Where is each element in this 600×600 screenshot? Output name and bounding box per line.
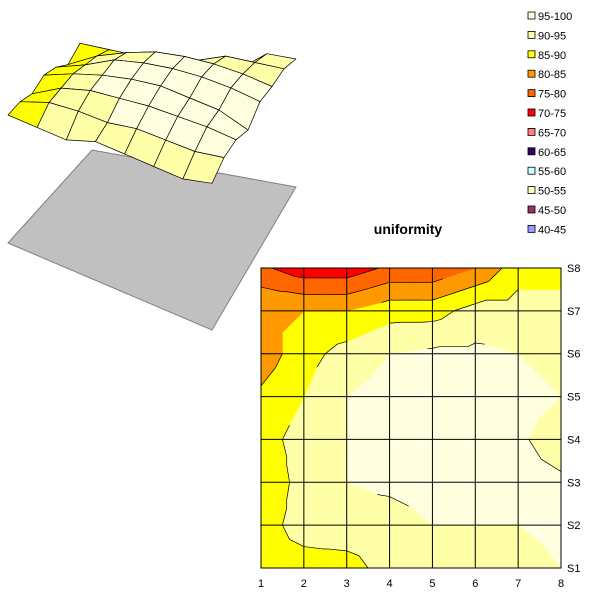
contour-line <box>295 276 304 279</box>
contour-line <box>369 281 390 289</box>
legend-swatch-70-75 <box>527 108 536 117</box>
contour-line <box>475 342 485 345</box>
contour-line <box>260 286 281 292</box>
legend-label-90-95: 90-95 <box>538 30 566 42</box>
x-tick-label: 2 <box>301 578 307 590</box>
contour-line <box>303 546 323 550</box>
contour-line <box>456 285 476 293</box>
contour-line <box>260 367 276 387</box>
contour-line <box>389 496 409 507</box>
contour-lines <box>260 267 562 569</box>
contour-line <box>432 294 449 301</box>
x-tick-label: 3 <box>344 578 350 590</box>
y-tick-label-S6: S6 <box>567 349 580 361</box>
contour-line <box>282 507 288 526</box>
contour-line <box>282 439 288 457</box>
x-tick-label: 5 <box>429 578 435 590</box>
contour-line <box>440 310 455 320</box>
contour-line <box>453 305 471 312</box>
legend-swatch-80-85 <box>527 69 536 78</box>
contour-line <box>282 524 290 540</box>
contour-line <box>346 275 355 279</box>
contour-line <box>475 281 489 287</box>
contour-line <box>528 439 542 460</box>
x-tick-label: 8 <box>558 578 564 590</box>
legend-swatch-85-90 <box>527 50 536 59</box>
legend-swatch-90-95 <box>527 30 536 39</box>
legend-swatch-95-100 <box>527 11 536 20</box>
contour-title: uniformity <box>374 221 443 237</box>
legend-swatch-60-65 <box>527 147 536 156</box>
contour-line <box>432 278 444 283</box>
legend-label-65-70: 65-70 <box>538 127 566 139</box>
contour-line <box>282 424 290 440</box>
contour-line <box>325 343 338 354</box>
legend-label-85-90: 85-90 <box>538 50 566 62</box>
contour-line <box>377 494 390 497</box>
surface-floor <box>7 149 297 331</box>
y-tick-label-S2: S2 <box>567 520 580 532</box>
legend-label-75-80: 75-80 <box>538 89 566 101</box>
contour-line <box>286 482 290 500</box>
contour-line <box>274 353 283 369</box>
legend-swatch-65-70 <box>527 127 536 136</box>
legend-swatch-75-80 <box>527 89 536 97</box>
legend-label-40-45: 40-45 <box>538 224 566 236</box>
contour-line <box>507 289 519 301</box>
contour-line <box>354 267 379 277</box>
contour-line <box>448 291 457 296</box>
contour-line <box>389 321 402 324</box>
legend-label-70-75: 70-75 <box>538 108 566 120</box>
surface-3d-chart <box>7 42 297 331</box>
contour-line <box>432 346 440 349</box>
legend-label-80-85: 80-85 <box>538 69 566 81</box>
legend-label-60-65: 60-65 <box>538 147 566 159</box>
plot-border <box>260 267 562 569</box>
legend-swatch-50-55 <box>527 186 536 195</box>
legend-label-55-60: 55-60 <box>538 166 566 178</box>
contour-line <box>381 299 390 303</box>
legend-label-95-100: 95-100 <box>538 11 572 23</box>
contour-line <box>271 267 296 277</box>
contour-line <box>337 341 347 345</box>
contour-line <box>289 539 305 547</box>
x-tick-label: 6 <box>472 578 478 590</box>
legend-swatch-40-45 <box>527 224 536 233</box>
legend-swatch-45-50 <box>527 205 536 214</box>
contour-line <box>346 288 368 295</box>
contour-line <box>467 342 476 347</box>
contour-line <box>284 291 304 295</box>
legend-label-50-55: 50-55 <box>538 186 566 198</box>
contour-line <box>286 465 290 483</box>
y-tick-label-S1: S1 <box>567 563 580 575</box>
y-tick-label-S3: S3 <box>567 477 580 489</box>
contour-line <box>346 550 360 557</box>
contour-line <box>475 299 487 305</box>
contour-line <box>541 458 562 472</box>
legend: 95-100 90-95 85-90 80-85 75-80 70-75 65-70 60-6… <box>527 11 572 236</box>
x-tick-label: 1 <box>258 578 264 590</box>
contour-line <box>432 319 442 322</box>
legend-swatch-55-60 <box>527 166 536 175</box>
y-tick-label-S4: S4 <box>567 434 580 446</box>
y-tick-label-S8: S8 <box>567 263 580 275</box>
contour-chart: uniformity 1 2 3 4 5 6 7 8S1 S2 S3 S4 S5 S6 S7 S8 <box>258 221 581 590</box>
contour-line <box>358 555 369 569</box>
x-tick-label: 4 <box>387 578 393 590</box>
contour-line <box>469 303 476 306</box>
x-tick-label: 7 <box>515 578 521 590</box>
legend-label-45-50: 45-50 <box>538 205 566 217</box>
contour-fill <box>260 267 562 569</box>
contour-band-90-95 <box>517 353 540 376</box>
contour-line <box>327 548 347 552</box>
contour-line <box>316 353 326 368</box>
contour-line <box>420 321 433 323</box>
contour-grid <box>260 267 562 569</box>
y-tick-label-S5: S5 <box>567 392 580 404</box>
surface-patch <box>182 151 225 184</box>
y-tick-label-S7: S7 <box>567 306 580 318</box>
contour-line <box>367 287 370 290</box>
contour-line <box>488 267 503 282</box>
